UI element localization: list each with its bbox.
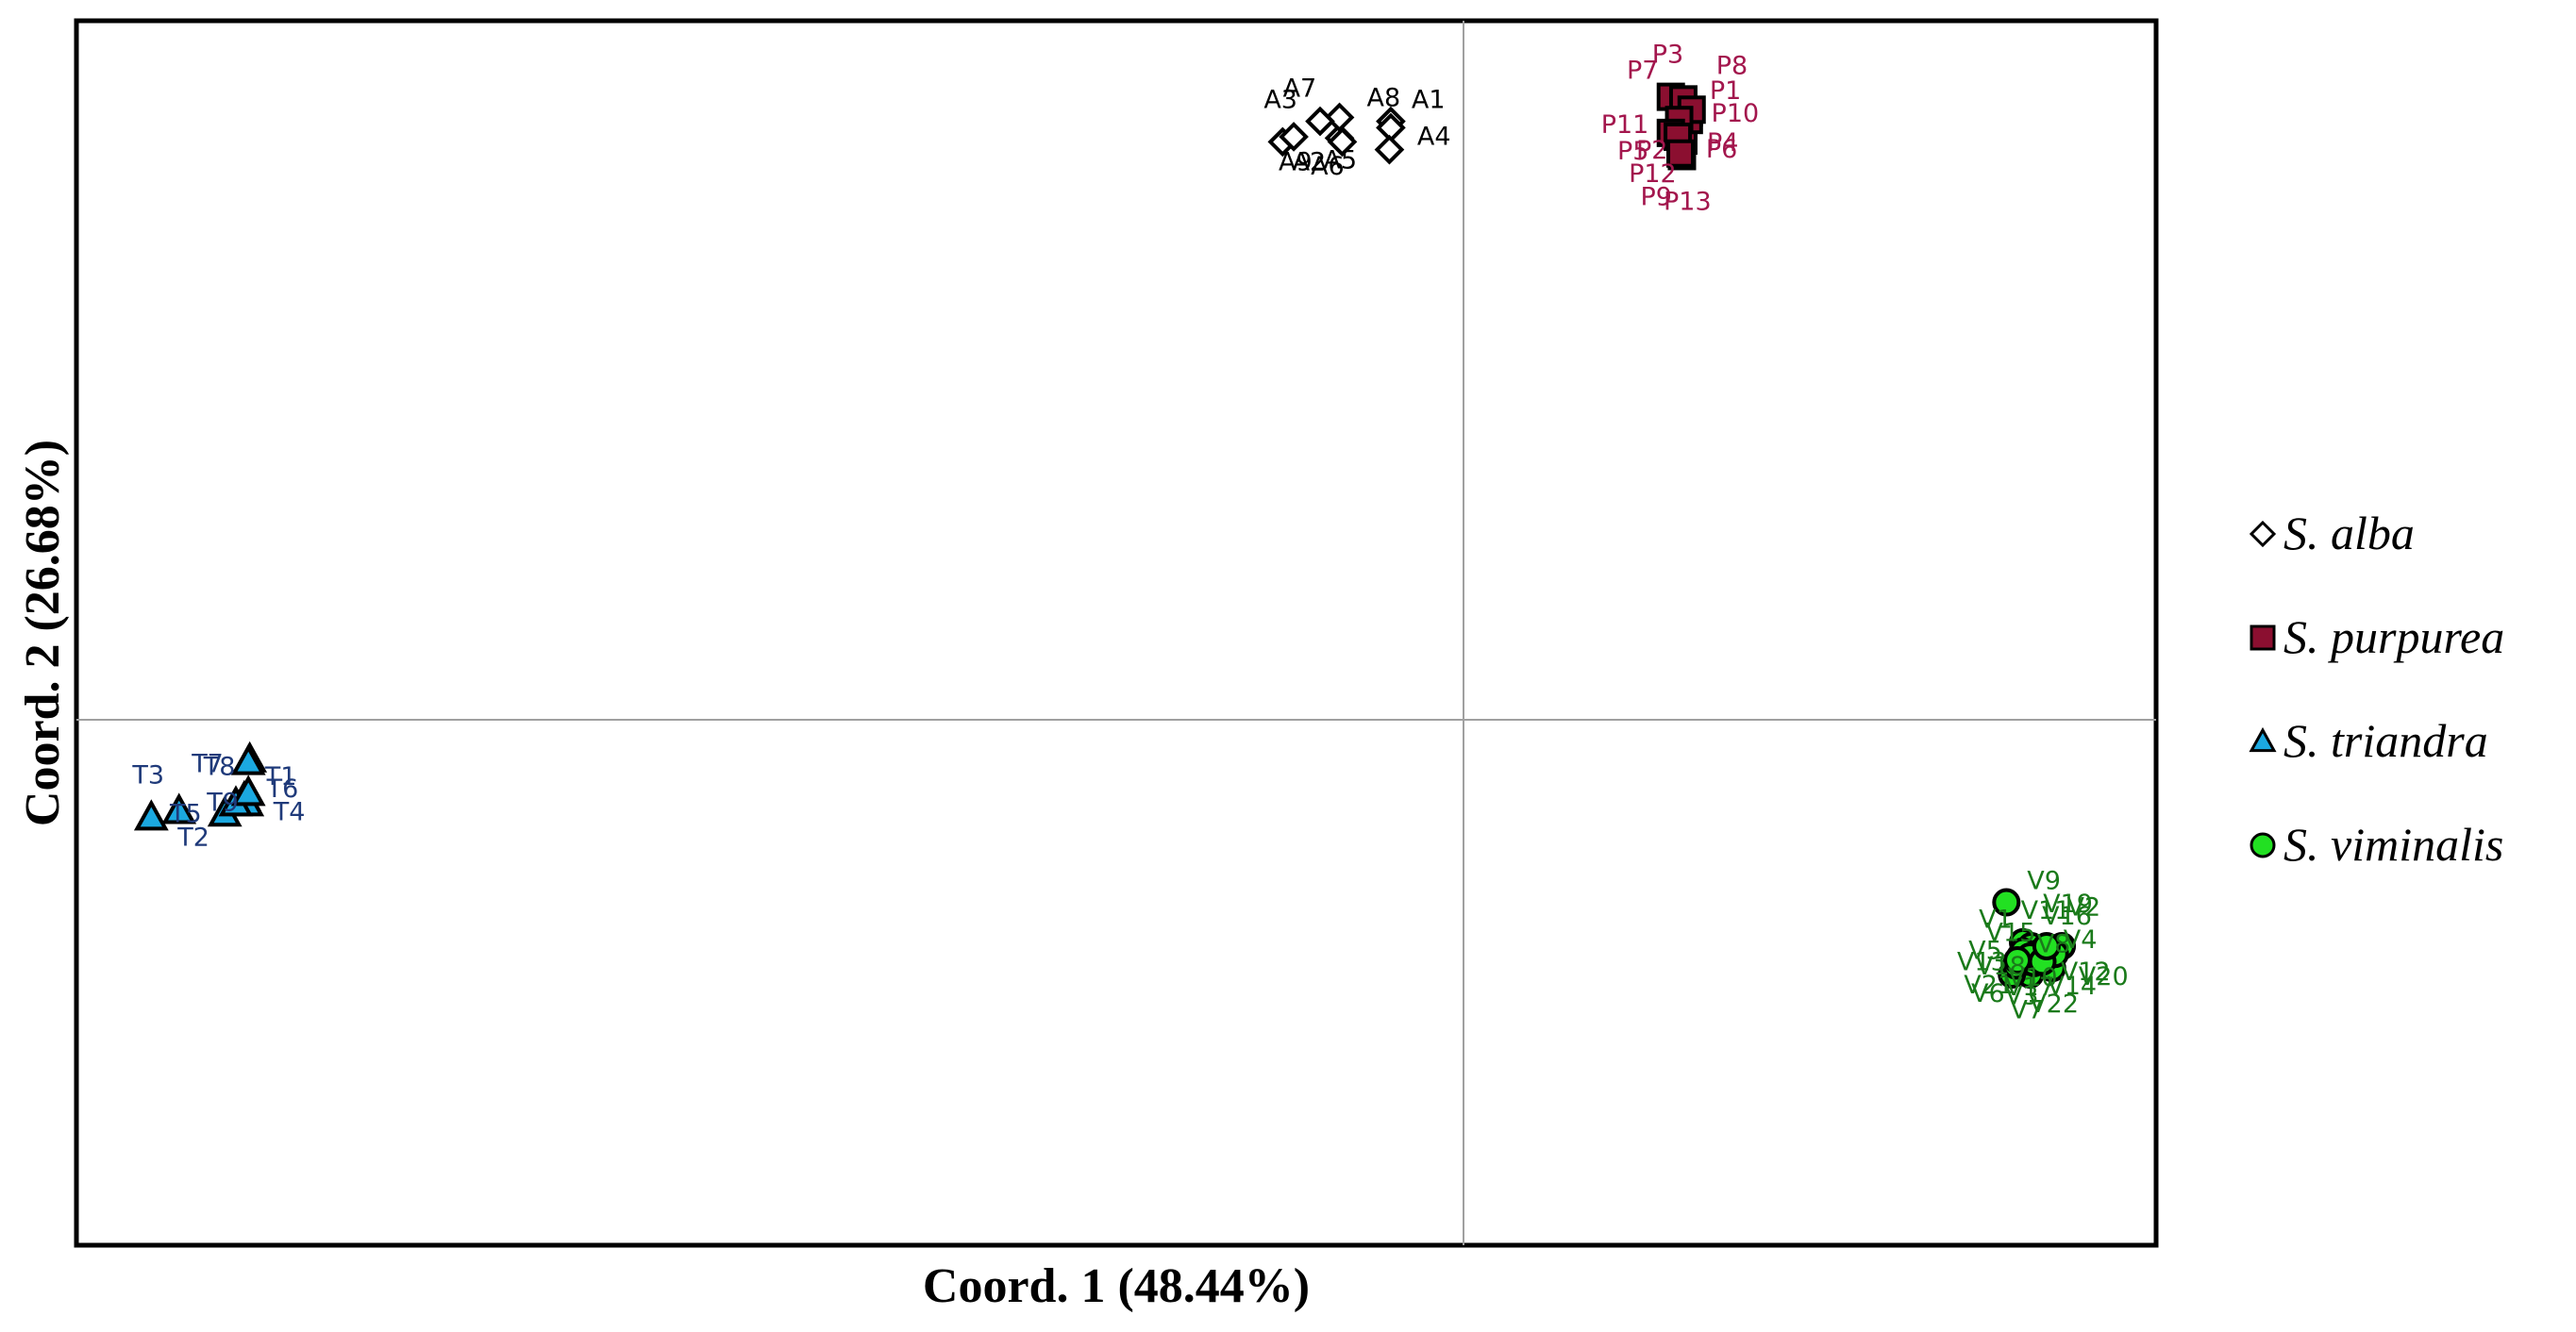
point-t9 — [230, 743, 266, 775]
label-p8: P8 — [1716, 51, 1748, 80]
label-t7: T7 — [191, 749, 224, 778]
label-p3: P3 — [1652, 41, 1683, 70]
label-v13: V13 — [1957, 947, 2007, 976]
label-a4: A4 — [1417, 122, 1451, 151]
label-v6: V6 — [1971, 979, 2005, 1008]
y-axis-title: Coord. 2 (26.68%) — [16, 440, 70, 826]
label-a8: A8 — [1367, 83, 1401, 112]
legend-label-s-viminalis: S. viminalis — [2283, 818, 2503, 871]
legend-label-s-purpurea: S. purpurea — [2283, 610, 2504, 663]
label-v2: V2 — [2067, 892, 2101, 922]
label-v17: V17 — [2005, 973, 2055, 1002]
label-v19: V19 — [2043, 890, 2093, 919]
label-t8: T8 — [203, 753, 236, 782]
point-a7 — [1324, 102, 1355, 133]
label-v10: V10 — [2008, 963, 2058, 992]
label-p6: P6 — [1706, 135, 1737, 164]
label-p4: P4 — [1707, 128, 1738, 158]
label-a5: A5 — [1323, 146, 1357, 175]
label-v14: V14 — [2047, 972, 2097, 1001]
x-axis-title: Coord. 1 (48.44%) — [923, 1259, 1310, 1313]
label-t9: T9 — [206, 789, 239, 818]
label-v5: V5 — [1968, 937, 2002, 966]
legend-marker-s-alba — [2249, 520, 2277, 548]
label-a2: A2 — [1293, 147, 1327, 176]
point-a8 — [1327, 126, 1358, 158]
legend-marker-s-viminalis — [2250, 832, 2276, 858]
legend: S. alba S. purpurea S. triandra S. viminali… — [2249, 507, 2504, 871]
label-v15: V15 — [1986, 918, 2036, 947]
legend-marker-s-purpurea — [2250, 624, 2276, 651]
legend-item-s-alba: S. alba — [2249, 507, 2415, 559]
label-v4: V4 — [2064, 925, 2098, 955]
label-p11: P11 — [1601, 110, 1649, 140]
point-a9 — [1305, 106, 1335, 137]
legend-label-s-alba: S. alba — [2283, 507, 2415, 559]
label-t1: T1 — [264, 762, 297, 791]
label-a6: A6 — [1311, 152, 1345, 181]
point-v16 — [2003, 946, 2032, 975]
label-v1: V1 — [1979, 906, 2013, 935]
point-v9 — [1992, 888, 2021, 917]
label-a9: A9 — [1279, 148, 1313, 177]
label-p10: P10 — [1712, 99, 1760, 128]
label-t4: T4 — [273, 797, 306, 826]
data-points-layer — [133, 82, 2077, 990]
point-a6 — [1279, 122, 1309, 152]
label-v3: V3 — [2005, 982, 2039, 1011]
legend-item-s-viminalis: S. viminalis — [2250, 818, 2503, 871]
legend-item-s-triandra: S. triandra — [2249, 714, 2488, 767]
label-v11: V11 — [2021, 896, 2071, 925]
label-p5: P5 — [1617, 137, 1648, 166]
label-a1: A1 — [1412, 86, 1446, 115]
label-p12: P12 — [1629, 159, 1677, 189]
label-a7: A7 — [1283, 74, 1317, 103]
label-t3: T3 — [131, 760, 164, 790]
point-t7 — [230, 774, 266, 807]
point-t8 — [161, 792, 197, 824]
label-a3: A3 — [1263, 85, 1297, 114]
label-t5: T5 — [169, 799, 202, 828]
legend-item-s-purpurea: S. purpurea — [2250, 610, 2504, 663]
legend-marker-s-triandra — [2249, 726, 2277, 753]
label-p2: P2 — [1636, 136, 1667, 165]
label-v16: V16 — [2042, 902, 2092, 931]
label-p9: P9 — [1640, 182, 1671, 211]
label-t6: T6 — [266, 774, 299, 804]
plot-frame — [74, 18, 2159, 1248]
label-v18: V18 — [1976, 952, 2026, 981]
label-p13: P13 — [1664, 188, 1712, 217]
label-v22: V22 — [2029, 990, 2079, 1019]
label-v9: V9 — [2027, 867, 2061, 896]
label-p7: P7 — [1627, 56, 1658, 85]
point-p13 — [1666, 139, 1696, 168]
point-v17 — [2032, 932, 2061, 961]
label-v7: V7 — [2010, 995, 2044, 1024]
point-a5 — [1374, 134, 1405, 165]
label-v12: V12 — [2061, 957, 2111, 987]
label-v8: V8 — [2037, 930, 2071, 959]
label-v20: V20 — [2079, 962, 2129, 991]
label-v21: V21 — [1964, 971, 2014, 1000]
label-t2: T2 — [176, 823, 209, 852]
point-t3 — [133, 799, 169, 831]
label-p1: P1 — [1710, 76, 1741, 106]
legend-label-s-triandra: S. triandra — [2283, 714, 2488, 767]
